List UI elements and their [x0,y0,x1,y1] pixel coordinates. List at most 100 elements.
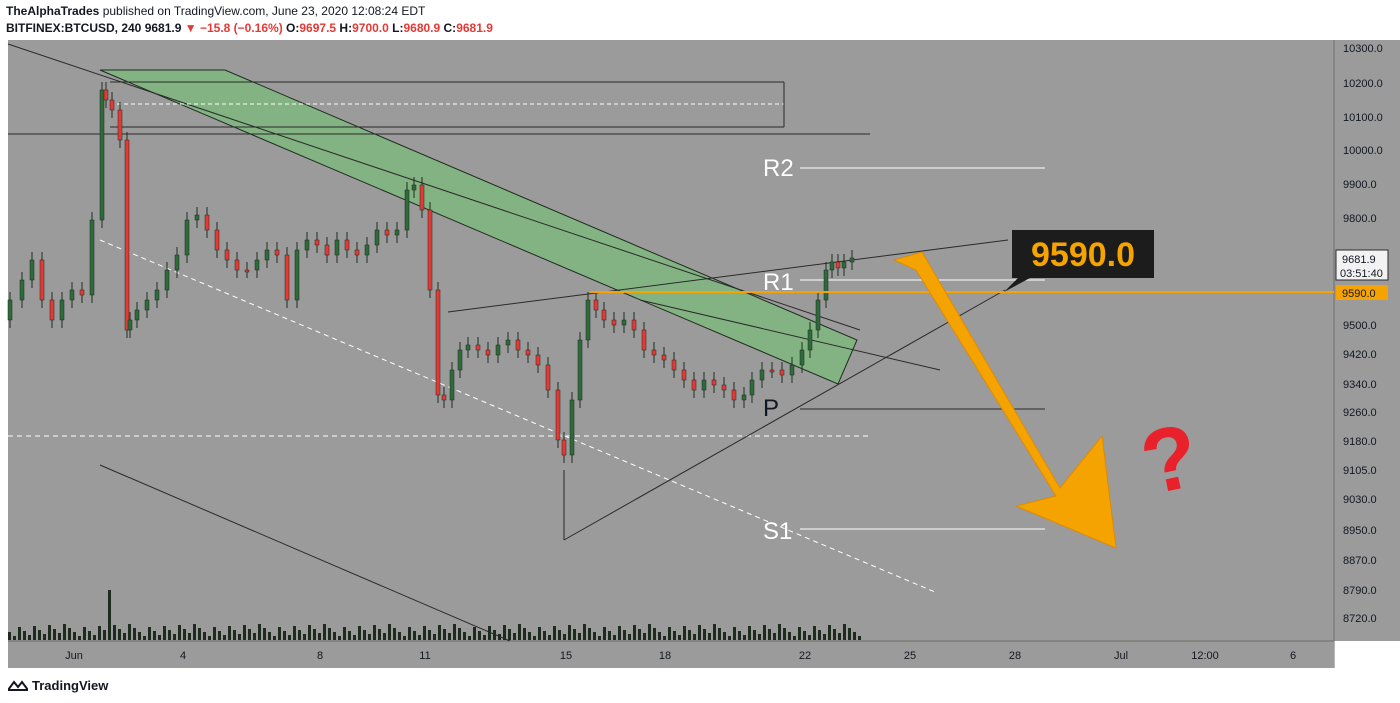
volume-bar [233,630,236,640]
price-axis-ticks: 10300.0 10200.0 10100.0 10000.0 9900.0 9800.0… [1343,43,1383,625]
volume-bar [858,636,861,640]
volume-bar [353,635,356,640]
volume-bar [653,628,656,640]
candle-body [144,299,150,311]
candle-body [505,339,511,346]
volume-bar [488,626,491,640]
footer-brand[interactable]: TradingView [32,678,109,693]
price-tick-label: 10300.0 [1343,43,1383,55]
volume-bar [503,625,506,640]
volume-bar [568,625,571,640]
volume-bar [163,626,166,640]
volume-bar [88,631,91,640]
callout-box [1004,230,1154,292]
candle-body [411,184,417,191]
open-value: 9697.5 [299,21,337,35]
candle-body [569,399,575,456]
last-price-tag[interactable]: 9681.9 03:51:40 [1335,249,1389,281]
volume-bar [318,633,321,640]
price-chart[interactable]: 10300.0 10200.0 10100.0 10000.0 9900.0 9800.0… [0,38,1400,669]
volume-bar [23,631,26,640]
volume-bar [133,628,136,640]
candle-body [427,209,433,291]
volume-bar [623,630,626,640]
volume-bar [763,625,766,640]
time-tick-label: 6 [1290,650,1296,662]
volume-bar [48,625,51,640]
candle-body [711,379,717,386]
volume-bar [278,627,281,640]
volume-bar [53,629,56,640]
symbol-label[interactable]: BITFINEX:BTCUSD, 240 [6,21,142,35]
time-tick-label: 12:00 [1191,650,1219,662]
candle-body [475,344,481,351]
support-dashed-diagonal[interactable] [99,239,936,593]
volume-bar [148,627,151,640]
volume-bar [223,635,226,640]
candle-body [823,269,829,301]
volume-bar [258,624,261,640]
candle-body [234,259,240,271]
volume-bar [588,628,591,640]
candle-body [601,309,607,321]
volume-bar [273,636,276,640]
channel-upper-trendline[interactable] [7,43,861,331]
candle-body [99,89,105,221]
volume-bar [593,632,596,640]
volume-bar [248,629,251,640]
price-tick-label: 9500.0 [1343,320,1377,332]
publisher-line: TheAlphaTrades published on TradingView.… [6,4,425,18]
tradingview-logo-icon[interactable] [8,680,28,692]
candle-body [829,261,835,271]
candle-body [117,109,123,141]
candle-body [194,214,200,221]
candle-body [593,299,599,311]
ohlc-line: BITFINEX:BTCUSD, 240 9681.9 ▼ −15.8 (−0.… [6,21,493,35]
time-tick-label: 15 [560,650,572,662]
candle-body [441,394,447,401]
publisher-name[interactable]: TheAlphaTrades [6,4,100,18]
candle-body [621,319,627,326]
footer: TradingView [0,669,1400,703]
volume-bar [153,631,156,640]
volume-bar [823,634,826,640]
volume-bar [558,630,561,640]
volume-bar [58,633,61,640]
volume-bar [718,628,721,640]
triangle-upper-line[interactable] [447,239,1009,313]
volume-bar [838,633,841,640]
candle-body [849,257,855,263]
volume-bar [598,636,601,640]
volume-bar [343,627,346,640]
time-axis[interactable] [8,641,1334,668]
volume-bar [418,635,421,640]
published-text: published on TradingView.com, June 23, 2… [102,4,426,18]
candle-body [134,309,140,321]
volume-bar [198,628,201,640]
candle-body [29,259,35,281]
volume-bar [208,636,211,640]
descending-channel[interactable] [99,69,858,385]
volume-bar [348,631,351,640]
volume-bar [513,633,516,640]
volume-bar [293,626,296,640]
volume-bar [658,632,661,640]
triangle-lower-line[interactable] [563,289,1006,541]
volume-bar [473,627,476,640]
candle-body [701,379,707,391]
plot-area[interactable] [8,40,1334,641]
volume-bar [648,624,651,640]
price-change: ▼ −15.8 (−0.16%) [184,21,283,35]
price-axis[interactable] [1334,40,1400,641]
channel-extension-line[interactable] [639,299,941,371]
volume-bar [853,632,856,640]
volume-bar [553,626,556,640]
price-callout[interactable]: 9590.0 [1004,230,1154,292]
time-tick-label: 18 [659,650,671,662]
volume-bar [28,635,31,640]
price-tick-label: 9260.0 [1343,407,1377,419]
label-s1: S1 [763,518,792,545]
level-price-tag[interactable]: 9590.0 [1336,285,1388,300]
volume-trendline[interactable] [99,464,511,642]
bearish-arrow[interactable] [892,251,1117,549]
